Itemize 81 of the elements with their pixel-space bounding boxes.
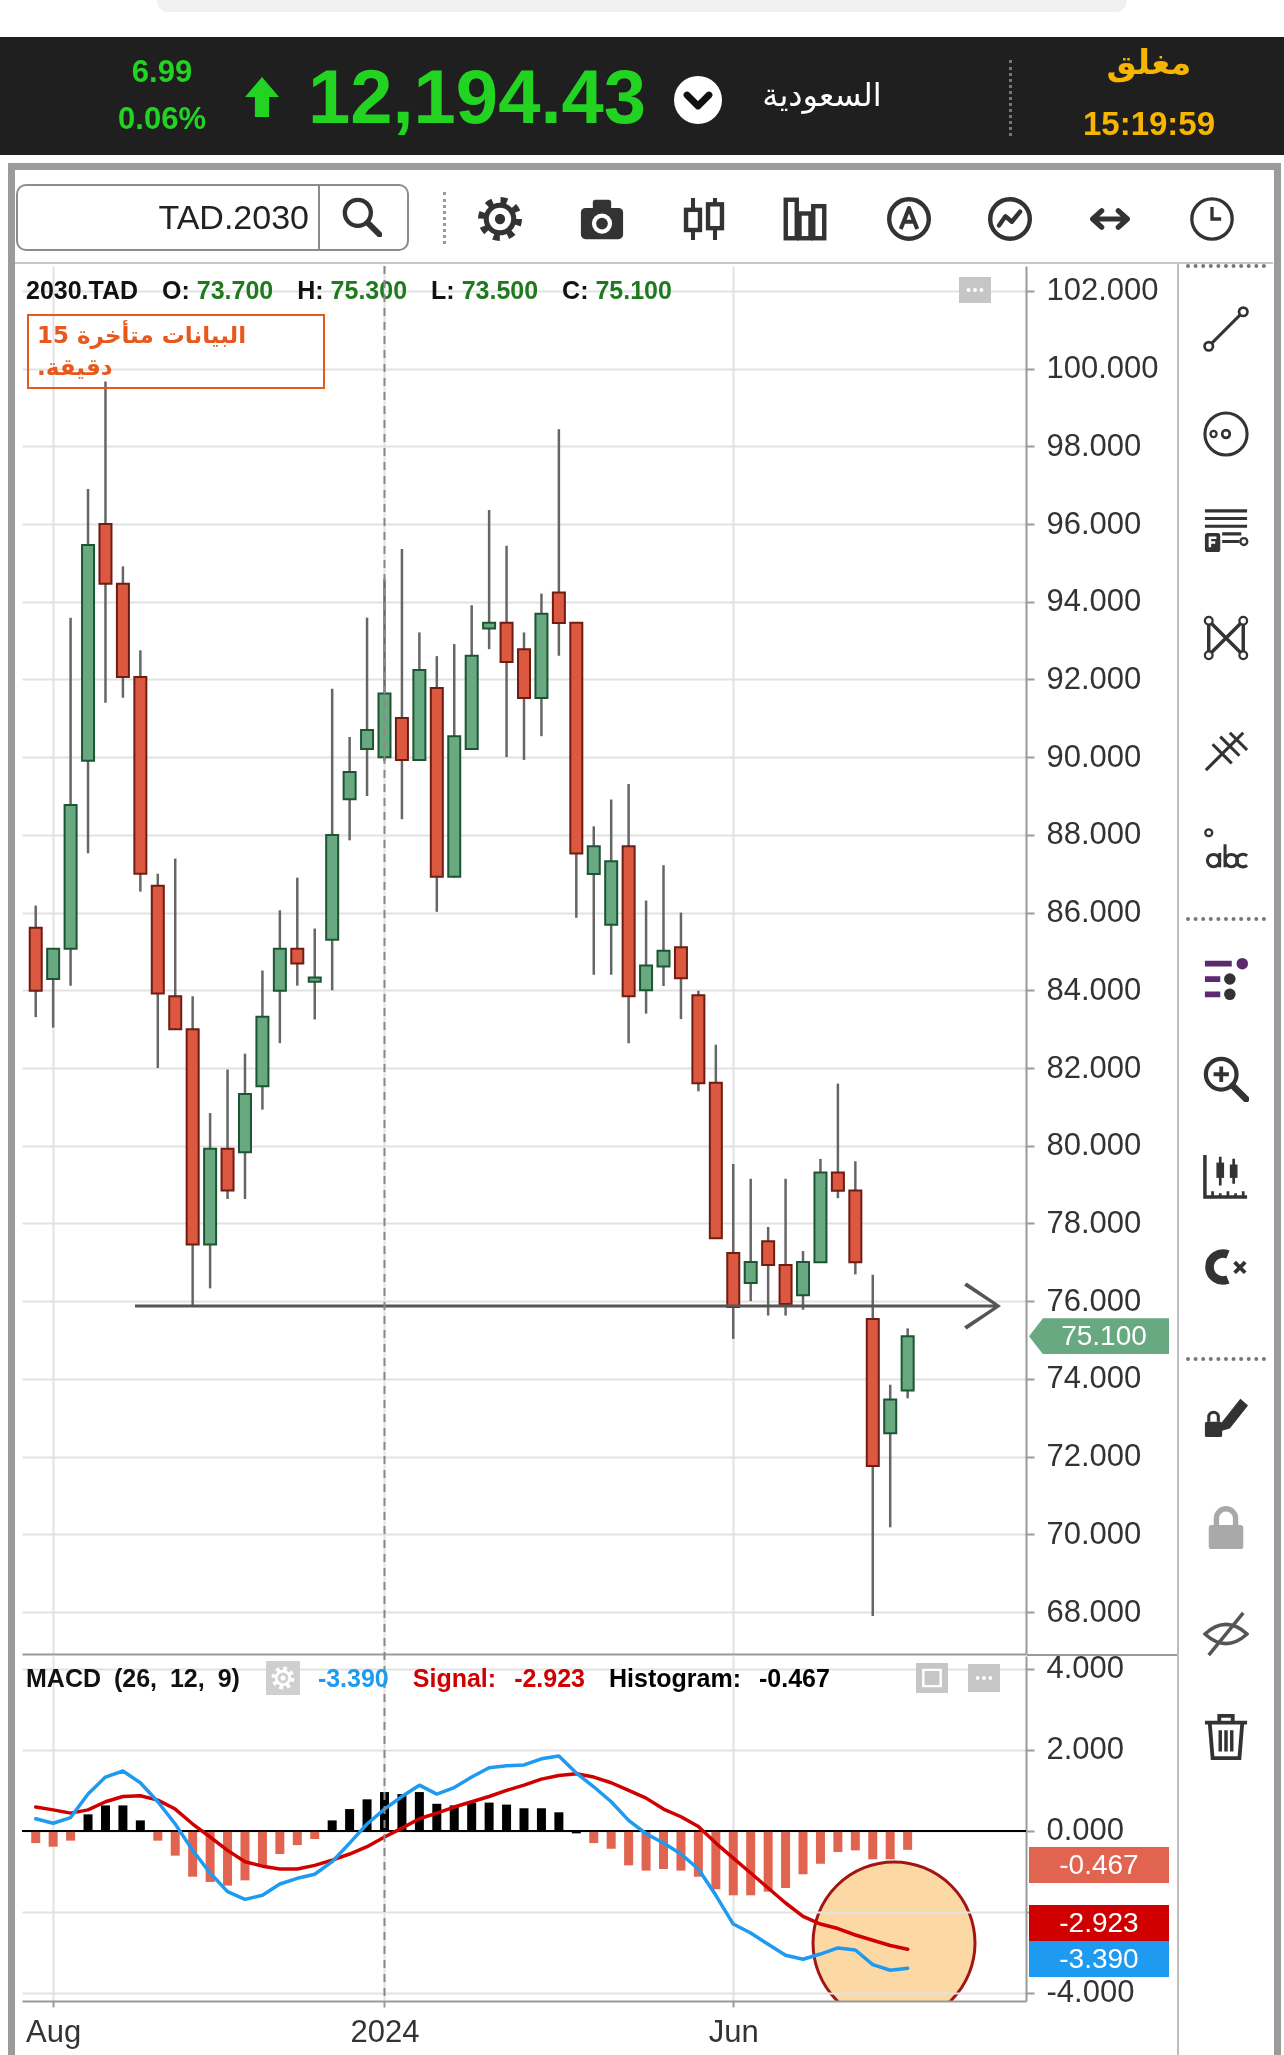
text: -3.390 xyxy=(1059,1942,1139,1974)
bar xyxy=(781,1830,791,1889)
chart-title: MACD (26, 12, 9) xyxy=(26,1663,240,1692)
bar xyxy=(66,1830,76,1841)
y-tick-label: 102.000 xyxy=(1046,272,1159,308)
text: 0.06% xyxy=(118,101,206,137)
candlestick xyxy=(360,616,375,798)
candlestick xyxy=(482,508,497,651)
text: 15:19:59 xyxy=(1082,105,1216,143)
annotation: -2.923 xyxy=(514,1663,586,1692)
annotation: -0.467 xyxy=(758,1663,830,1692)
bar xyxy=(257,1830,267,1867)
bar xyxy=(292,1830,302,1846)
bar xyxy=(31,1830,41,1844)
candlestick xyxy=(656,863,671,988)
y-tick-label: 98.000 xyxy=(1046,427,1142,463)
line-series xyxy=(33,1754,910,1972)
annotation: -3.390 xyxy=(317,1663,389,1692)
x-tick-label: 2024 xyxy=(350,2013,420,2049)
x-tick-label: Aug xyxy=(26,2013,82,2049)
bar xyxy=(48,1830,58,1847)
line-series xyxy=(33,1772,910,1952)
bar xyxy=(850,1830,860,1851)
y-tick-label: 100.000 xyxy=(1046,350,1159,386)
bar xyxy=(833,1830,843,1852)
bar xyxy=(763,1830,773,1892)
y-tick-label: 4.000 xyxy=(1046,1650,1125,1686)
bar xyxy=(153,1830,163,1841)
text: Histogram: xyxy=(609,1663,741,1692)
bar xyxy=(589,1830,599,1844)
y-tick-label: 86.000 xyxy=(1046,894,1142,930)
y-tick-label: 90.000 xyxy=(1046,738,1142,774)
y-tick-label: 82.000 xyxy=(1046,1049,1142,1085)
y-tick-label: 80.000 xyxy=(1046,1127,1142,1163)
candlestick xyxy=(743,1177,758,1303)
candlestick xyxy=(761,1225,776,1317)
bar xyxy=(885,1830,895,1860)
bar xyxy=(624,1830,634,1866)
y-tick-label: 72.000 xyxy=(1046,1438,1142,1474)
y-tick-label: 94.000 xyxy=(1046,583,1142,619)
bar xyxy=(223,1830,233,1886)
bar xyxy=(815,1830,825,1864)
y-tick-label: 88.000 xyxy=(1046,816,1142,852)
text: 12,194.43 xyxy=(307,52,647,140)
text: البيانات متأخرة 15 دقيقة. xyxy=(27,314,325,389)
text: TAD.2030 xyxy=(158,197,309,237)
bar xyxy=(746,1830,756,1896)
annotation: L: 73.500 xyxy=(431,275,539,304)
y-tick-label: 84.000 xyxy=(1046,971,1142,1007)
text: Signal: xyxy=(412,1663,497,1692)
annotation: H: 75.300 xyxy=(297,275,408,304)
bar xyxy=(868,1830,878,1860)
bar xyxy=(606,1830,616,1849)
y-tick-label: 78.000 xyxy=(1046,1204,1142,1240)
bar xyxy=(903,1830,913,1850)
y-tick-label: 76.000 xyxy=(1046,1282,1142,1318)
annotation: O: 73.700 xyxy=(162,275,274,304)
candlestick xyxy=(307,927,322,1021)
text: -0.467 xyxy=(1059,1848,1139,1880)
bar xyxy=(275,1830,285,1855)
annotation: C: 75.100 xyxy=(562,275,672,304)
text: -2.923 xyxy=(1059,1906,1139,1938)
y-tick-label: 0.000 xyxy=(1046,1812,1125,1848)
text: مغلق xyxy=(1106,42,1192,82)
y-tick-label: -4.000 xyxy=(1046,1974,1135,2010)
text: السعودية xyxy=(762,76,882,114)
text: 75.100 xyxy=(1029,1318,1169,1355)
text: 6.99 xyxy=(131,54,193,90)
y-tick-label: 92.000 xyxy=(1046,660,1142,696)
y-tick-label: 2.000 xyxy=(1046,1731,1125,1767)
y-tick-label: 70.000 xyxy=(1046,1515,1142,1551)
bar xyxy=(170,1830,180,1856)
x-tick-label: Jun xyxy=(708,2013,759,2049)
y-tick-label: 96.000 xyxy=(1046,505,1142,541)
candlestick xyxy=(830,1082,845,1200)
chart-title: 2030.TAD xyxy=(26,275,139,304)
y-tick-label: 74.000 xyxy=(1046,1360,1142,1396)
bar xyxy=(728,1830,738,1896)
y-tick-label: 68.000 xyxy=(1046,1593,1142,1629)
bar xyxy=(798,1830,808,1875)
candlestick xyxy=(290,876,305,987)
